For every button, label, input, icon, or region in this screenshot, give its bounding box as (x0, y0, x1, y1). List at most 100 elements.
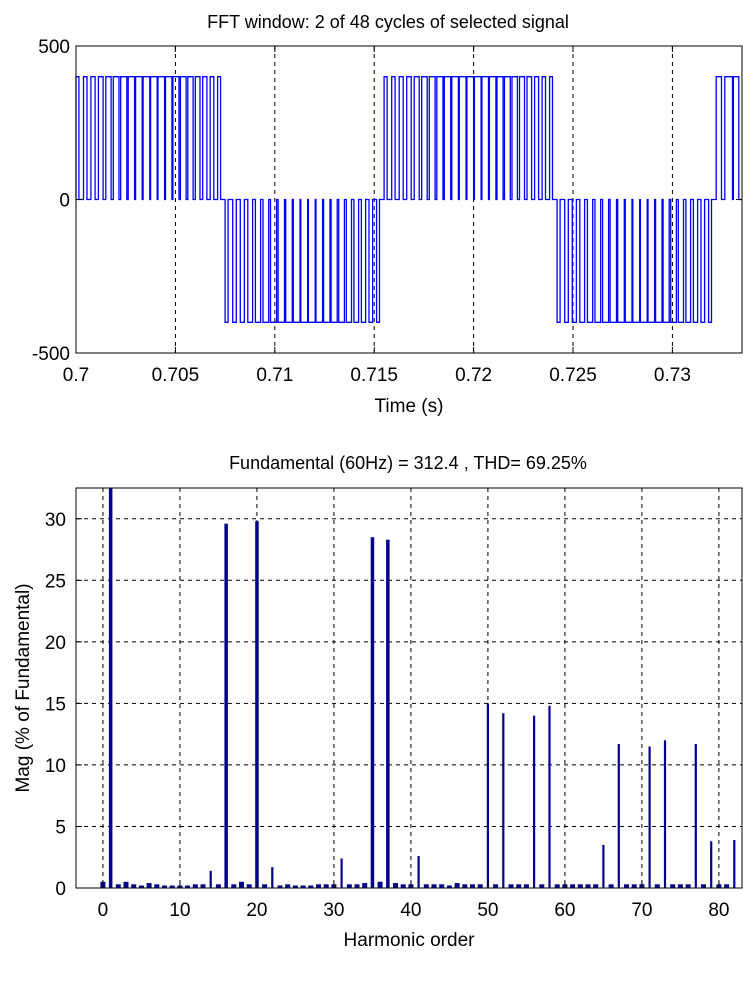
harmonic-bar (169, 885, 175, 888)
y-tick-label: 15 (45, 694, 66, 715)
x-tick-label: 0.705 (152, 365, 200, 386)
harmonic-bar (131, 884, 137, 888)
harmonic-bar (192, 884, 198, 888)
x-tick-label: 30 (323, 900, 344, 921)
time-chart-xlabel: Time (s) (375, 396, 444, 417)
harmonic-bar (377, 881, 383, 888)
y-tick-label: 5 (55, 817, 66, 838)
fft-chart-title: Fundamental (60Hz) = 312.4 , THD= 69.25% (229, 453, 587, 473)
harmonic-bar (570, 884, 576, 888)
harmonic-bar (300, 885, 306, 888)
harmonic-bar (533, 715, 536, 888)
harmonic-bar (308, 885, 314, 888)
harmonic-bar (677, 884, 683, 888)
harmonic-bar (231, 884, 237, 888)
time-chart-title: FFT window: 2 of 48 cycles of selected s… (207, 12, 569, 32)
harmonic-bar (393, 883, 398, 888)
harmonic-bar (701, 884, 706, 888)
harmonic-spectrum-chart: Fundamental (60Hz) = 312.4 , THD= 69.25%… (13, 453, 743, 951)
y-tick-label: 20 (45, 633, 66, 654)
y-tick-label: 500 (38, 37, 70, 58)
harmonic-bar (631, 884, 637, 888)
x-tick-label: 10 (169, 900, 190, 921)
harmonic-bar (548, 705, 551, 888)
harmonic-bar (417, 856, 420, 888)
x-tick-label: 80 (708, 900, 729, 921)
harmonic-bar (663, 740, 667, 888)
harmonic-bar (577, 884, 583, 888)
harmonic-bar (694, 744, 697, 888)
harmonic-bar (508, 884, 514, 888)
harmonic-bar (733, 840, 736, 888)
harmonic-bar (617, 744, 620, 888)
harmonic-bar (354, 884, 360, 888)
harmonic-bar (115, 884, 121, 888)
harmonic-bar (255, 521, 259, 888)
x-tick-label: 20 (246, 900, 267, 921)
x-tick-label: 40 (400, 900, 421, 921)
harmonic-bar (446, 885, 452, 888)
harmonic-bar (200, 884, 206, 888)
harmonic-bar (316, 884, 321, 888)
fft-chart-xlabel: Harmonic order (344, 930, 476, 951)
harmonic-bar (323, 884, 329, 888)
harmonic-bar (462, 884, 468, 888)
harmonic-bar (224, 523, 228, 888)
x-tick-label: 0.72 (455, 365, 492, 386)
x-tick-label: 0 (98, 900, 109, 921)
x-tick-label: 0.725 (549, 365, 597, 386)
y-tick-label: -500 (32, 344, 70, 365)
harmonic-bar (239, 881, 244, 888)
harmonic-bar (593, 884, 599, 888)
harmonic-bar (185, 885, 191, 888)
harmonic-bar (386, 539, 390, 888)
harmonic-bar (370, 537, 375, 888)
harmonic-bar (648, 746, 651, 888)
harmonic-bar (608, 884, 614, 888)
harmonic-bar (262, 884, 268, 888)
harmonic-bar (724, 884, 730, 888)
harmonic-bar (215, 884, 221, 888)
harmonic-bar (277, 885, 283, 888)
x-tick-label: 70 (631, 900, 652, 921)
harmonic-bar (624, 884, 629, 888)
harmonic-bar (493, 884, 499, 888)
x-tick-label: 0.71 (256, 365, 293, 386)
fft-chart-y-ticks: 0 5 10 15 20 25 30 (45, 510, 82, 900)
fft-chart-ylabel: Mag (% of Fundamental) (13, 583, 34, 792)
harmonic-bar (123, 881, 129, 888)
x-tick-label: 50 (477, 900, 498, 921)
harmonic-bar (585, 884, 591, 888)
harmonic-bar (246, 884, 252, 888)
x-tick-label: 0.73 (654, 365, 691, 386)
harmonic-bar (209, 870, 212, 888)
y-tick-label: 30 (45, 510, 66, 531)
harmonic-bar (138, 885, 144, 888)
harmonic-bar (108, 488, 113, 888)
time-domain-chart: FFT window: 2 of 48 cycles of selected s… (32, 12, 743, 417)
harmonic-bar (539, 884, 545, 888)
harmonic-bar (602, 844, 605, 888)
harmonic-bar (362, 883, 368, 888)
x-tick-label: 60 (554, 900, 575, 921)
harmonic-bar (516, 884, 522, 888)
harmonic-bar (292, 885, 298, 888)
y-tick-label: 0 (59, 191, 70, 212)
harmonic-bar (654, 884, 660, 888)
fft-chart-bars (100, 488, 736, 888)
harmonic-bar (154, 884, 160, 888)
fft-chart-plot-area (76, 488, 742, 888)
y-tick-label: 0 (55, 879, 66, 900)
fft-chart-axes-frame (75, 487, 743, 889)
harmonic-bar (423, 884, 429, 888)
harmonic-bar (162, 885, 167, 888)
time-chart-x-ticks: 0.7 0.705 0.71 0.715 0.72 0.725 0.73 (63, 46, 691, 386)
harmonic-bar (710, 841, 713, 888)
harmonic-bar (685, 884, 691, 888)
harmonic-bar (477, 884, 483, 888)
harmonic-bar (431, 884, 437, 888)
harmonic-bar (340, 858, 343, 888)
harmonic-bar (670, 884, 676, 888)
time-chart-y-ticks: -500 0 500 (32, 37, 742, 365)
